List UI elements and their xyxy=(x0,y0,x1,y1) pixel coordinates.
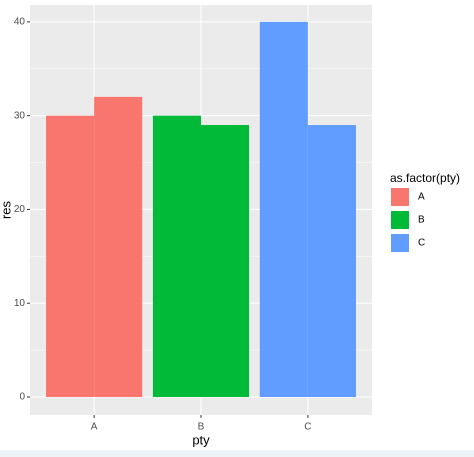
legend-label: A xyxy=(418,192,425,203)
bar xyxy=(94,96,143,397)
y-tick-label: 0 xyxy=(19,392,25,403)
legend-key xyxy=(391,188,409,206)
bar xyxy=(259,21,308,397)
x-tick-label: C xyxy=(304,422,311,433)
y-tick-label: 10 xyxy=(14,298,26,309)
bar xyxy=(307,125,356,397)
bottom-strip xyxy=(0,450,474,457)
legend-key xyxy=(391,211,409,229)
legend-label: C xyxy=(418,238,425,249)
x-tick-label: B xyxy=(198,422,205,433)
legend-key xyxy=(391,234,409,252)
legend-label: B xyxy=(418,215,425,226)
y-tick-label: 40 xyxy=(14,17,26,28)
bar xyxy=(201,125,250,397)
bar xyxy=(152,115,201,397)
y-axis-title: res xyxy=(0,200,13,219)
x-tick-label: A xyxy=(91,422,98,433)
y-tick-label: 20 xyxy=(14,204,26,215)
x-axis-title: pty xyxy=(192,432,210,447)
bar xyxy=(46,115,95,397)
legend-title: as.factor(pty) xyxy=(390,171,460,185)
y-tick-label: 30 xyxy=(14,110,26,121)
